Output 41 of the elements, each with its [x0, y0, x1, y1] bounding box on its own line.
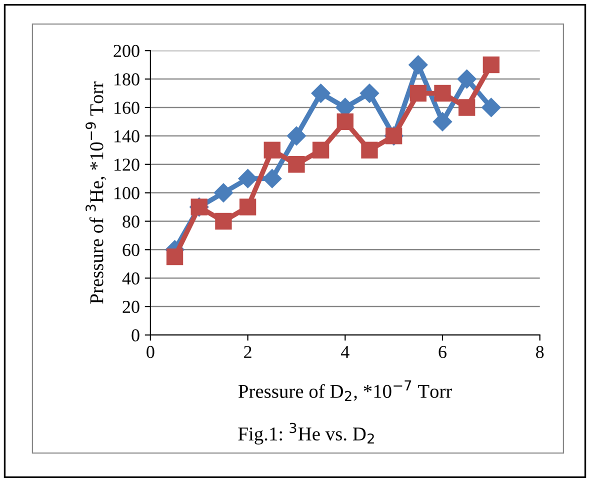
point: [215, 212, 232, 230]
point: [457, 70, 476, 89]
point: [336, 113, 354, 130]
x-tick-label: 4: [340, 346, 350, 358]
y-tick-label: 100: [114, 187, 140, 200]
point: [286, 126, 306, 146]
point: [482, 98, 501, 118]
point: [361, 142, 378, 158]
y-tick-label: 140: [114, 130, 140, 142]
point: [458, 99, 476, 116]
caption: Fig.1: $^{3}$He vs. D$_{2}$: [238, 422, 374, 445]
y-tick-label: 0: [132, 329, 140, 342]
x-tick-label: 8: [536, 346, 544, 358]
point: [312, 142, 330, 158]
x-tick-label: 0: [146, 346, 154, 358]
point: [264, 142, 280, 158]
y-tick-label: 60: [122, 244, 140, 256]
y-axis-title: Pressure of $^{3}$He, *10$^{−9}$ Torr: [86, 82, 106, 304]
y-tick-label: 20: [122, 300, 140, 313]
x-tick-label: 2: [244, 346, 252, 358]
point: [238, 169, 258, 188]
y-tick-label: 180: [114, 73, 140, 86]
point: [166, 248, 184, 266]
point: [434, 84, 451, 102]
point: [262, 169, 282, 188]
point: [288, 156, 305, 173]
x-tick-label: 6: [438, 346, 446, 358]
y-tick-label: 80: [122, 215, 140, 228]
point: [311, 84, 330, 103]
point: [432, 112, 452, 132]
x-axis-title: Pressure of D$_{2}$, *10$^{−7}$ Torr: [238, 380, 452, 401]
point: [410, 84, 426, 102]
y-tick-label: 200: [114, 44, 140, 58]
y-tick-label: 40: [122, 272, 140, 285]
y-tick-label: 120: [114, 158, 140, 171]
point: [482, 56, 500, 74]
point: [239, 198, 256, 216]
point: [360, 84, 380, 103]
y-tick-label: 160: [114, 102, 140, 114]
point: [408, 55, 428, 74]
point: [214, 183, 233, 202]
